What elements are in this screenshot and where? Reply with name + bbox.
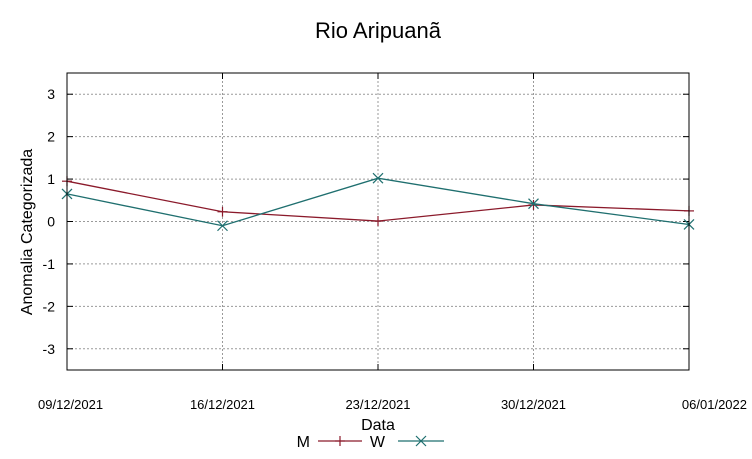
series-layer <box>61 172 695 232</box>
series-M <box>62 176 694 227</box>
y-tick-label: 3 <box>47 86 55 102</box>
x-axis-ticks: 09/12/2021 16/12/2021 23/12/2021 30/12/2021… <box>38 73 747 412</box>
y-tick-label: 0 <box>47 214 55 230</box>
legend-marker-W <box>415 435 427 447</box>
y-tick-label: 2 <box>47 129 55 145</box>
x-tick-label: 23/12/2021 <box>345 397 410 412</box>
data-point-W <box>372 172 384 184</box>
legend-label-W: W <box>370 434 386 451</box>
x-tick-label: 09/12/2021 <box>38 397 103 412</box>
chart-title: Rio Aripuanã <box>315 18 442 43</box>
x-tick-label: 30/12/2021 <box>501 397 566 412</box>
y-tick-label: -1 <box>43 256 56 272</box>
legend-label-M: M <box>297 434 310 451</box>
data-point-W <box>217 220 228 232</box>
x-tick-label: 06/01/2022 <box>682 397 747 412</box>
plot-frame <box>66 72 690 371</box>
x-tick-label: 16/12/2021 <box>190 397 255 412</box>
y-axis-ticks: 3 2 1 0 -1 -2 -3 <box>43 86 689 357</box>
x-axis-label: Data <box>361 417 395 434</box>
data-point-W <box>528 198 539 210</box>
y-tick-label: -2 <box>43 298 56 314</box>
y-tick-label: -3 <box>43 341 56 357</box>
y-tick-label: 1 <box>47 171 55 187</box>
y-axis-label: Anomalia Categorizada <box>19 149 36 315</box>
